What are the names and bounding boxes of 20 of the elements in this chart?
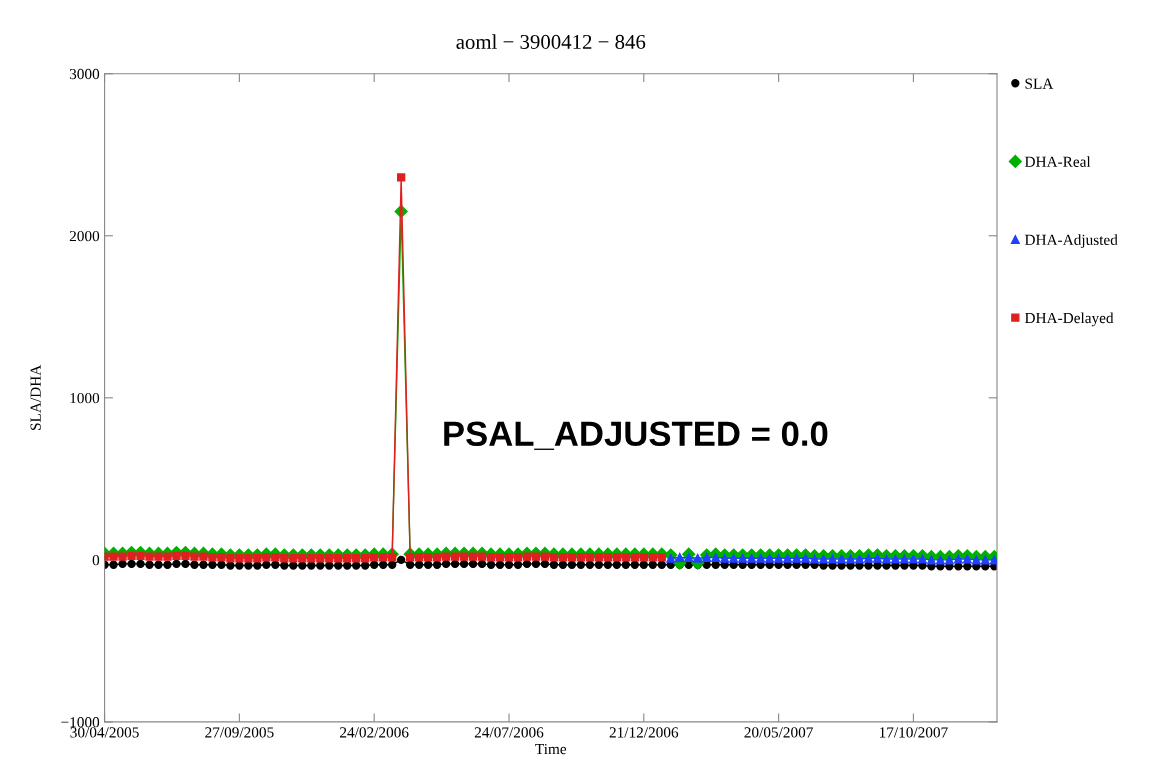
x-tick-label: 20/05/2007 — [744, 727, 813, 738]
y-tick-label: 0 — [92, 555, 100, 566]
chart-title: aoml − 3900412 − 846 — [456, 34, 646, 49]
y-tick-label: 2000 — [69, 230, 100, 242]
legend-label: DHA-Adjusted — [1024, 234, 1118, 249]
legend-label: DHA-Real — [1024, 156, 1091, 167]
y-axis-title: SLA/DHA — [30, 364, 41, 430]
x-tick-label: 27/09/2005 — [205, 727, 274, 738]
legend-label: DHA-Delayed — [1024, 312, 1114, 327]
x-tick-label: 24/02/2006 — [340, 727, 409, 738]
x-tick-label: 30/04/2005 — [70, 727, 139, 738]
legend-label: SLA — [1025, 78, 1054, 89]
x-tick-label: 17/10/2007 — [879, 727, 948, 738]
annotation: PSAL_ADJUSTED = 0.0 — [444, 421, 828, 450]
x-tick-label: 21/12/2006 — [609, 727, 679, 738]
y-tick-label: −1000 — [61, 717, 100, 728]
y-tick-label: 3000 — [69, 68, 100, 80]
x-axis-title: Time — [535, 743, 567, 755]
x-tick-label: 24/07/2006 — [474, 727, 544, 738]
y-tick-label: 1000 — [70, 392, 100, 404]
